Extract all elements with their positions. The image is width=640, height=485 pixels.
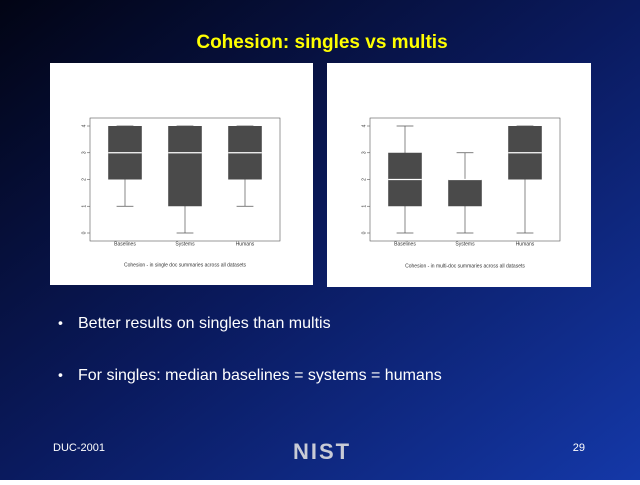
bullet: For singles: median baselines = systems … [78,367,442,384]
chart-caption: Cohesion - in multi-doc summaries across… [405,263,525,269]
x-tick-label: Humans [236,241,255,247]
slide-title: Cohesion: singles vs multis [196,32,447,53]
y-tick-label: 3 [361,151,367,154]
x-tick-label: Baselines [114,241,136,247]
x-tick-label: Baselines [394,241,416,247]
x-tick-label: Systems [175,241,195,247]
y-tick-label: 1 [361,205,367,208]
x-tick-label: Humans [516,241,535,247]
bullet: Better results on singles than multis [78,315,331,332]
chart-caption: Cohesion - in single doc summaries acros… [124,262,246,268]
y-tick-label: 2 [361,178,367,181]
x-tick-label: Systems [455,241,475,247]
footer-left: DUC-2001 [53,442,105,454]
chart-panel [327,63,591,287]
bullet-marker: • [58,315,63,331]
bullet-marker: • [58,367,63,383]
logo: NIST [293,439,351,464]
y-tick-label: 4 [81,124,87,127]
box [168,126,202,207]
y-tick-label: 3 [81,151,87,154]
y-tick-label: 0 [361,231,367,234]
y-tick-label: 2 [81,178,87,181]
box [448,179,482,207]
y-tick-label: 1 [81,205,87,208]
y-tick-label: 4 [361,124,367,127]
y-tick-label: 0 [81,231,87,234]
page-number: 29 [573,442,585,454]
